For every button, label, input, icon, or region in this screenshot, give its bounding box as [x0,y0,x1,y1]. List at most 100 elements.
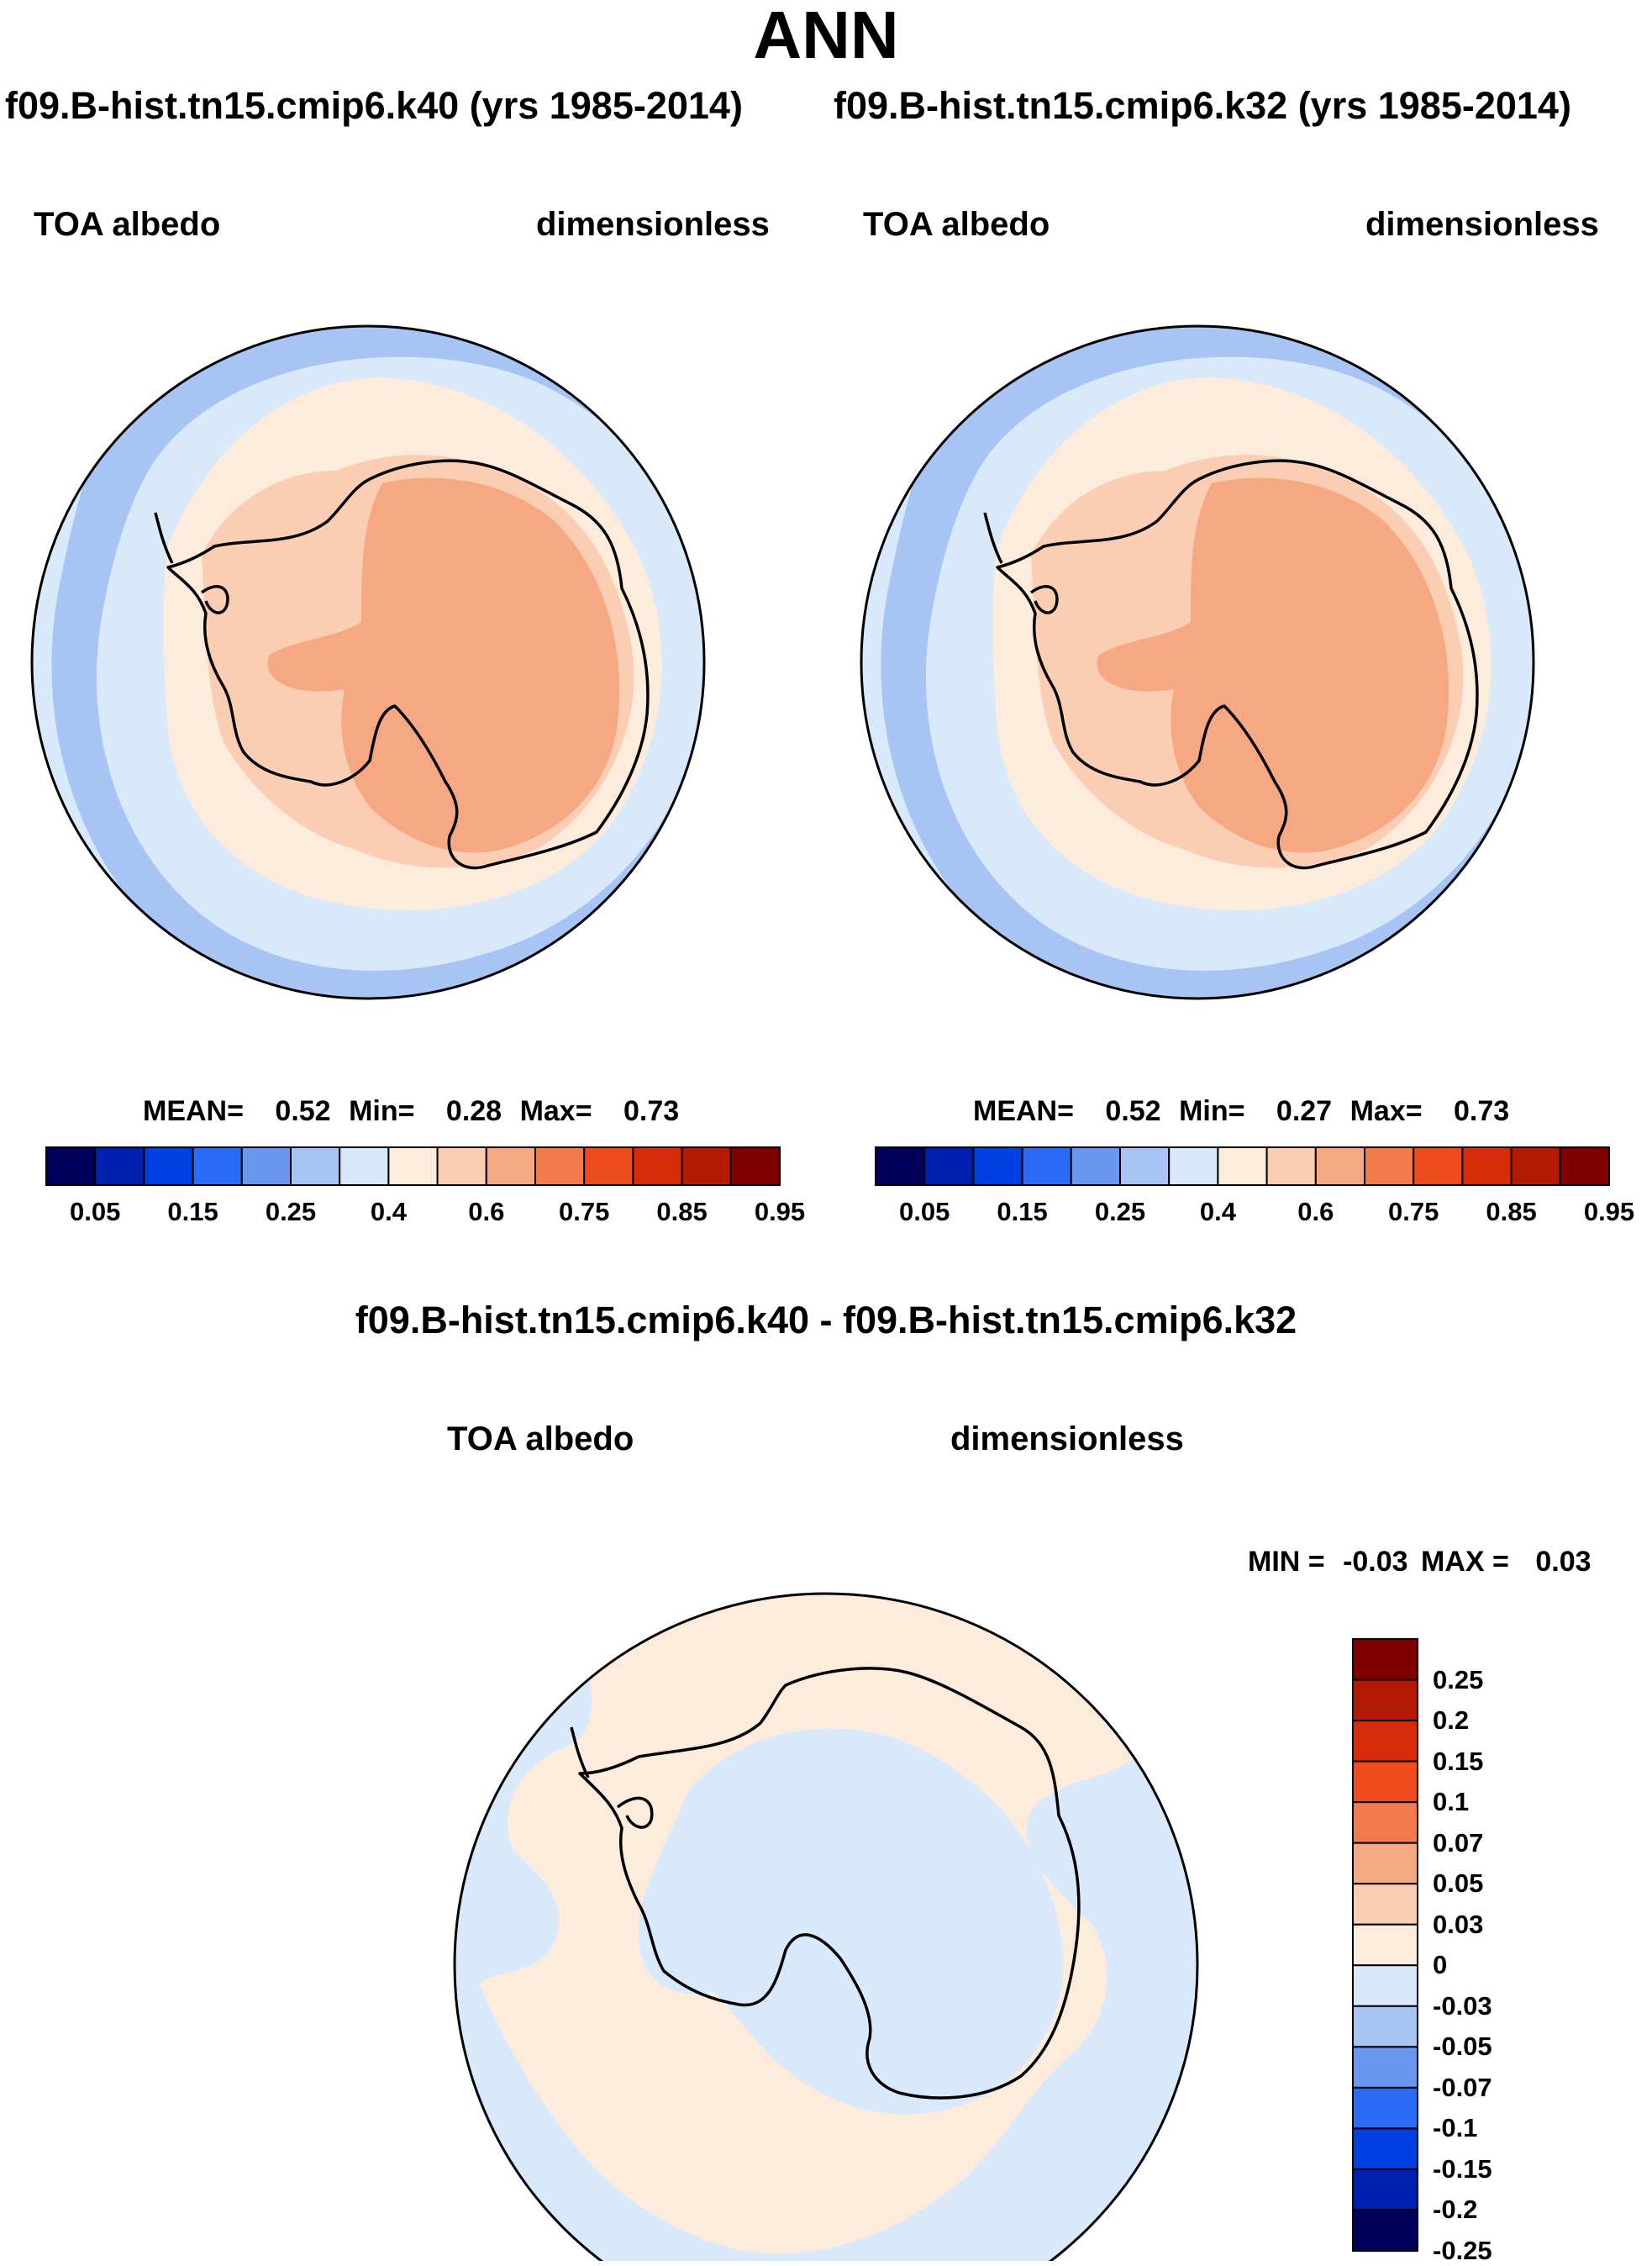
continent-interior-negative [639,1728,1064,2115]
colorbar-box [632,1146,683,1186]
colorbar-k40 [45,1146,781,1186]
map-boundary [453,1592,1199,2261]
colorbar-box [1559,1146,1611,1186]
colorbar-tick-label: 0.25 [1094,1197,1146,1226]
panel2-mean-value: 0.52 [1105,1095,1161,1127]
colorbar-tick-label: 0.4 [1199,1197,1236,1226]
page-title: ANN [753,0,899,72]
panel1-mean-label: MEAN= [143,1095,244,1127]
polar-map-k40 [30,324,706,1000]
colorbar-box [1352,1678,1418,1722]
colorbar-tick-label: -0.25 [1433,2236,1492,2265]
colorbar-tick-label: -0.05 [1433,2031,1492,2062]
colorbar-box [1352,2127,1418,2170]
colorbar-tick-label: 0.25 [1433,1664,1484,1694]
colorbar-box [436,1146,487,1186]
colorbar-box [1352,1801,1418,1844]
map-boundary [30,324,706,1000]
colorbar-tick-label: 0.05 [899,1197,950,1226]
colorbar-box [240,1146,292,1186]
colorbar-tick-label: 0.95 [1583,1197,1635,1226]
colorbar-box [290,1146,341,1186]
colorbar-box [1352,1883,1418,1926]
colorbar-box [534,1146,586,1186]
colorbar-box [1352,1842,1418,1885]
colorbar-box [583,1146,634,1186]
colorbar-box [1352,1760,1418,1804]
polar-map-k32 [860,324,1535,1000]
colorbar-tick-label: 0.07 [1433,1827,1484,1858]
colorbar-tick-label: -0.07 [1433,2072,1492,2102]
panel3-max-value: 0.03 [1535,1546,1591,1578]
colorbar-box [94,1146,145,1186]
colorbar-box [1364,1146,1415,1186]
coastline [996,459,1479,870]
colorbar-box [1352,1964,1418,2007]
colorbar-box [143,1146,194,1186]
colorbar-box [1510,1146,1561,1186]
difference-title: f09.B-hist.tn15.cmip6.k40 - f09.B-hist.t… [355,1299,1297,1341]
panel2-max-label: Max= [1349,1095,1423,1127]
colorbar-box [875,1146,926,1186]
colorbar-box [972,1146,1023,1186]
colorbar-box [1217,1146,1268,1186]
colorbar-box [387,1146,439,1186]
colorbar-box [1461,1146,1513,1186]
colorbar-box [1352,2168,1418,2211]
colorbar-box [681,1146,732,1186]
panel2-units-label: dimensionless [1365,206,1599,243]
colorbar-box [1021,1146,1072,1186]
antarctic-plateau [267,477,620,853]
colorbar-box [1352,1638,1418,1681]
colorbar-box [339,1146,390,1186]
antarctic-plateau [1097,477,1449,853]
panel3-variable-label: TOA albedo [447,1420,634,1457]
antarctic-peninsula [983,512,1059,614]
antarctic-peninsula [154,512,229,614]
colorbar-tick-label: 0.4 [370,1197,407,1226]
map-boundary [860,324,1535,1000]
colorbar-tick-label: 0.95 [754,1197,806,1226]
colorbar-tick-label: -0.03 [1433,1990,1492,2021]
colorbar-box [1168,1146,1219,1186]
panel2-max-value: 0.73 [1454,1095,1510,1127]
colorbar-tick-label: -0.2 [1433,2195,1478,2225]
colorbar-box [485,1146,536,1186]
colorbar-box [923,1146,975,1186]
colorbar-tick-label: 0.05 [1433,1868,1484,1899]
colorbar-tick-label: 0.15 [167,1197,218,1226]
panel3-min-value: -0.03 [1343,1546,1408,1578]
colorbar-tick-label: 0.85 [1486,1197,1537,1226]
colorbar-box [1070,1146,1122,1186]
colorbar-tick-label: 0.05 [70,1197,121,1226]
colorbar-k32 [875,1146,1611,1186]
panel1-units-label: dimensionless [536,206,770,243]
panel3-units-label: dimensionless [950,1420,1184,1457]
colorbar-tick-label: -0.15 [1433,2153,1492,2184]
colorbar-box [1352,1720,1418,1763]
colorbar-difference [1352,1638,1418,2252]
colorbar-tick-label: 0.15 [1433,1746,1484,1776]
coastline [166,459,650,870]
colorbar-box [1413,1146,1464,1186]
colorbar-box [1314,1146,1366,1186]
panel1-max-value: 0.73 [623,1095,680,1127]
panel2-mean-label: MEAN= [973,1095,1074,1127]
panel1-stats: MEAN= 0.52 Min= 0.28 Max= 0.73 [143,1095,679,1128]
panel1-min-value: 0.28 [445,1095,502,1127]
colorbar-box [1352,2209,1418,2252]
panel2-min-label: Min= [1179,1095,1245,1127]
case-title-k32: f09.B-hist.tn15.cmip6.k32 (yrs 1985-2014… [834,84,1571,127]
panel2-min-value: 0.27 [1276,1095,1333,1127]
panel1-variable-label: TOA albedo [34,206,221,243]
colorbar-tick-label: 0.1 [1433,1787,1470,1817]
coastline [578,1667,1081,2100]
colorbar-box [1265,1146,1317,1186]
colorbar-tick-label: 0.6 [1297,1197,1334,1226]
colorbar-box [45,1146,97,1186]
colorbar-box [729,1146,781,1186]
panel3-max-label: MAX = [1421,1546,1509,1578]
colorbar-tick-label: 0.6 [468,1197,505,1226]
panel2-variable-label: TOA albedo [863,206,1050,243]
